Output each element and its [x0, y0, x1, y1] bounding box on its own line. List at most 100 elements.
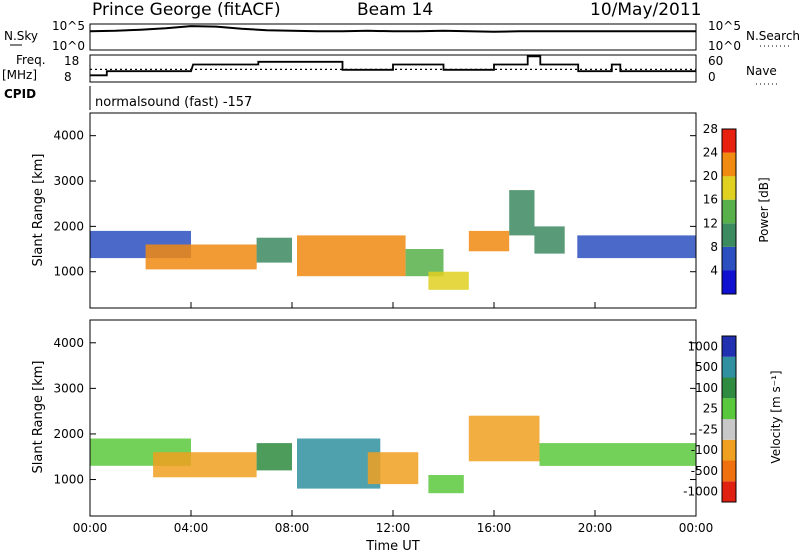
velocity-ylabel: Slant Range [km]: [31, 361, 46, 474]
colorbar-swatch-3: [722, 419, 736, 440]
power-yticks: 1000 2000 3000 4000: [53, 129, 696, 279]
colorbar-swatch-5: [722, 377, 736, 399]
nsky-panel: N.Sky 10^5 10^0 10^5 10^0 N.Search: [4, 19, 800, 53]
colorbar-swatch-0: [722, 481, 736, 503]
colorbar-swatch-6: [722, 129, 736, 153]
freq-frame: [89, 54, 697, 83]
velocity-region-6: [468, 415, 540, 462]
ytick-label-0: 1000: [53, 473, 84, 487]
power-heatmap: [90, 190, 696, 290]
nsearch-tick-bottom: 10^0: [708, 39, 741, 53]
nave-label: Nave: [746, 64, 777, 78]
ytick-label-1: 2000: [53, 219, 84, 233]
colorbar-swatch-4: [722, 176, 736, 200]
freq-label-1: Freq.: [16, 53, 46, 67]
power-region-8: [534, 226, 565, 254]
nsky-frame: [89, 23, 697, 51]
colorbar-tick-3: 16: [703, 193, 718, 207]
colorbar-swatch-0: [722, 270, 736, 294]
colorbar-tick-5: 24: [703, 146, 718, 160]
colorbar-tick-7: -1000: [683, 485, 718, 499]
freq-tick-top: 18: [64, 54, 79, 68]
velocity-frame: [89, 319, 697, 517]
xtick-label-5: 20:00: [578, 521, 613, 535]
velocity-xticks: 00:00 04:00 08:00 12:00 16:00 20:00 00:00: [73, 510, 714, 535]
power-ylabel: Slant Range [km]: [31, 154, 46, 267]
velocity-region-5: [428, 475, 464, 494]
nsky-label: N.Sky: [4, 29, 38, 43]
ytick-label-3: 4000: [53, 336, 84, 350]
colorbar-tick-5: -100: [691, 443, 718, 457]
colorbar-tick-1: 8: [710, 240, 718, 254]
colorbar-tick-4: -25: [698, 422, 718, 436]
beam-label: Beam 14: [357, 0, 433, 20]
xtick-label-6: 00:00: [679, 521, 714, 535]
power-xticks: [89, 302, 697, 308]
colorbar-swatch-6: [722, 356, 736, 378]
station-title: Prince George (fitACF): [92, 0, 281, 20]
power-region-7: [509, 190, 535, 236]
colorbar-tick-6: -500: [691, 464, 718, 478]
power-region-2: [256, 237, 292, 263]
power-region-9: [577, 235, 696, 259]
nave-tick-bottom: 0: [708, 70, 716, 84]
ytick-label-3: 4000: [53, 129, 84, 143]
cpid-label: CPID: [4, 87, 36, 101]
colorbar-swatch-5: [722, 152, 736, 177]
date-label: 10/May/2011: [590, 0, 702, 20]
freq-panel: Freq. [MHz] 18 8 60 0 Nave: [2, 53, 780, 85]
freq-label-2: [MHz]: [2, 68, 37, 82]
power-region-6: [468, 230, 510, 252]
power-region-1: [145, 244, 257, 270]
colorbar-tick-3: 25: [703, 402, 718, 416]
velocity-region-2: [256, 443, 292, 471]
colorbar-tick-4: 20: [703, 169, 718, 183]
nsky-tick-bottom: 10^0: [52, 39, 85, 53]
colorbar-tick-0: 1000: [687, 339, 718, 353]
colorbar-tick-2: 12: [703, 216, 718, 230]
velocity-colorbar-label: Velocity [m s⁻¹]: [769, 370, 783, 463]
ytick-label-2: 3000: [53, 174, 84, 188]
colorbar-swatch-7: [722, 336, 736, 357]
nave-tick-top: 60: [708, 54, 723, 68]
colorbar-tick-0: 4: [710, 263, 718, 277]
velocity-region-1: [153, 452, 257, 478]
ytick-label-0: 1000: [53, 265, 84, 279]
power-frame: [89, 112, 697, 309]
colorbar-swatch-3: [722, 199, 736, 224]
nsearch-tick-top: 10^5: [708, 19, 741, 33]
nsky-tick-top: 10^5: [52, 19, 85, 33]
colorbar-swatch-1: [722, 460, 736, 482]
xtick-label-3: 12:00: [376, 521, 411, 535]
ytick-label-2: 3000: [53, 381, 84, 395]
xtick-label-0: 00:00: [73, 521, 108, 535]
colorbar-frame: [721, 128, 737, 295]
velocity-colorbar: 1000 500 100 25 -25 -100 -500 -1000: [683, 335, 737, 503]
colorbar-tick-2: 100: [695, 381, 718, 395]
colorbar-tick-6: 28: [703, 122, 718, 136]
power-colorbar: 4 8 12 16 20 24 28: [703, 122, 737, 295]
velocity-region-3: [297, 438, 381, 489]
freq-tick-bottom: 8: [64, 70, 72, 84]
velocity-yticks: 1000 2000 3000 4000: [53, 336, 696, 487]
colorbar-swatch-1: [722, 246, 736, 271]
power-colorbar-label: Power [dB]: [757, 177, 771, 242]
power-region-3: [297, 235, 406, 277]
power-region-4: [405, 249, 444, 277]
velocity-heatmap: [90, 415, 696, 494]
power-panel: 1000 2000 3000 4000 Slant Range [km] 4 8 12 16…: [31, 112, 771, 309]
nsky-line: [89, 25, 696, 33]
freq-line: [90, 55, 696, 77]
colorbar-frame: [721, 335, 737, 503]
xtick-label-1: 04:00: [174, 521, 209, 535]
xaxis-label: Time UT: [365, 539, 419, 554]
xtick-label-4: 16:00: [477, 521, 512, 535]
colorbar-swatch-2: [722, 223, 736, 247]
colorbar-swatch-2: [722, 439, 736, 461]
velocity-region-4: [367, 452, 419, 485]
power-region-5: [428, 271, 469, 290]
nsearch-label: N.Search: [746, 29, 800, 43]
cpid-value: normalsound (fast) -157: [95, 95, 252, 110]
